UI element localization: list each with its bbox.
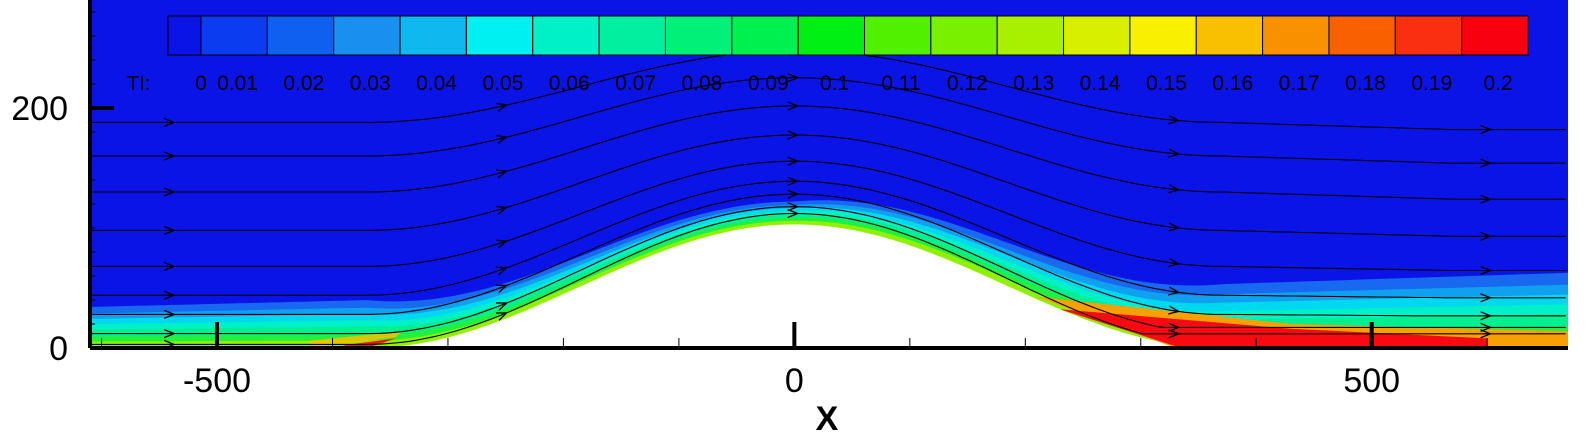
colorbar-swatch bbox=[996, 15, 1065, 56]
streamline bbox=[90, 134, 1566, 237]
streamline-arrow bbox=[499, 313, 506, 316]
colorbar-swatch bbox=[1063, 15, 1131, 56]
colorbar-label: 0.09 bbox=[748, 72, 789, 95]
streamline-arrow bbox=[1171, 291, 1178, 292]
colorbar-swatch bbox=[930, 15, 998, 56]
legend-title: TI: bbox=[127, 73, 150, 95]
colorbar-label: 0.18 bbox=[1345, 72, 1386, 95]
colorbar bbox=[167, 15, 1529, 56]
colorbar-swatch bbox=[864, 15, 932, 56]
streamline bbox=[90, 206, 1566, 335]
axes: -500 0 500 0 200 bbox=[11, 0, 1568, 400]
lee-high-ti-region bbox=[1059, 309, 1488, 348]
windward-high-ti-region bbox=[332, 338, 396, 348]
streamline bbox=[90, 212, 1566, 345]
colorbar-swatch bbox=[399, 15, 467, 56]
streamline-arrow bbox=[499, 105, 506, 107]
colorbar-swatch bbox=[1328, 15, 1396, 56]
streamline-arrow bbox=[1171, 310, 1178, 311]
colorbar-label: 0.14 bbox=[1080, 72, 1121, 95]
colorbar-swatch bbox=[664, 15, 733, 56]
streamline-arrow bbox=[499, 172, 506, 174]
colorbar-labels: 0 0.01 0.02 0.03 0.04 0.05 0.06 0.07 0.08 0.09 0.1… bbox=[195, 72, 1513, 95]
colorbar-swatch bbox=[797, 15, 866, 56]
colorbar-label: 0.02 bbox=[283, 72, 324, 95]
colorbar-label: 0.1 bbox=[820, 72, 849, 95]
colorbar-label: 0.04 bbox=[416, 72, 457, 95]
streamline-arrow bbox=[499, 137, 506, 139]
colorbar-label: 0.2 bbox=[1483, 72, 1512, 95]
streamline bbox=[90, 160, 1566, 272]
colorbar-swatch bbox=[333, 15, 401, 56]
colorbar-swatch bbox=[598, 15, 666, 56]
x-axis-label: X bbox=[816, 400, 839, 438]
colorbar-label: 0.05 bbox=[482, 72, 523, 95]
streamline-arrow bbox=[1171, 189, 1178, 190]
colorbar-label: 0.08 bbox=[681, 72, 722, 95]
streamline-arrow bbox=[1171, 153, 1178, 154]
colorbar-swatch bbox=[731, 15, 799, 56]
streamline-arrow bbox=[499, 286, 506, 289]
colorbar-label: 0.03 bbox=[350, 72, 391, 95]
colorbar-swatch bbox=[1461, 15, 1529, 56]
colorbar-swatch bbox=[266, 15, 335, 56]
plot-area bbox=[90, 0, 1568, 348]
y-tick-label: 200 bbox=[11, 90, 68, 128]
colorbar-label: 0.13 bbox=[1013, 72, 1054, 95]
streamline bbox=[90, 105, 1566, 200]
streamline-arrow bbox=[499, 241, 506, 243]
x-tick-label: -500 bbox=[183, 362, 251, 400]
colorbar-label: 0.01 bbox=[217, 72, 258, 95]
colorbar-swatch bbox=[200, 15, 268, 56]
colorbar-swatch bbox=[1262, 15, 1330, 56]
streamline-arrow bbox=[499, 268, 506, 270]
colorbar-swatch bbox=[1394, 15, 1463, 56]
streamline-arrow bbox=[1171, 227, 1178, 228]
streamline bbox=[90, 180, 1566, 299]
streamline bbox=[90, 77, 1566, 164]
streamline bbox=[90, 193, 1566, 317]
colorbar-swatch bbox=[1129, 15, 1197, 56]
y-tick-label: 0 bbox=[49, 330, 68, 368]
x-tick-label: 500 bbox=[1343, 362, 1400, 400]
colorbar-label: 0.16 bbox=[1212, 72, 1253, 95]
streamline-arrow bbox=[499, 303, 506, 306]
colorbar-label: 0.06 bbox=[549, 72, 590, 95]
streamline-arrow bbox=[499, 208, 506, 210]
colorbar-swatch bbox=[532, 15, 600, 56]
colorbar-label: 0 bbox=[195, 72, 207, 95]
colorbar-swatch bbox=[167, 15, 202, 56]
colorbar-swatch bbox=[465, 15, 534, 56]
streamline-arrow bbox=[1171, 120, 1178, 121]
colorbar-label: 0.19 bbox=[1411, 72, 1452, 95]
colorbar-label: 0.15 bbox=[1146, 72, 1187, 95]
colorbar-label: 0.17 bbox=[1279, 72, 1320, 95]
colorbar-swatch bbox=[1195, 15, 1264, 56]
streamline-arrow bbox=[1171, 263, 1178, 264]
colorbar-label: 0.12 bbox=[947, 72, 988, 95]
colorbar-label: 0.11 bbox=[881, 72, 920, 95]
x-tick-label: 0 bbox=[785, 362, 804, 400]
streamlines bbox=[90, 51, 1566, 345]
hill-terrain bbox=[367, 224, 1222, 348]
colorbar-label: 0.07 bbox=[615, 72, 656, 95]
